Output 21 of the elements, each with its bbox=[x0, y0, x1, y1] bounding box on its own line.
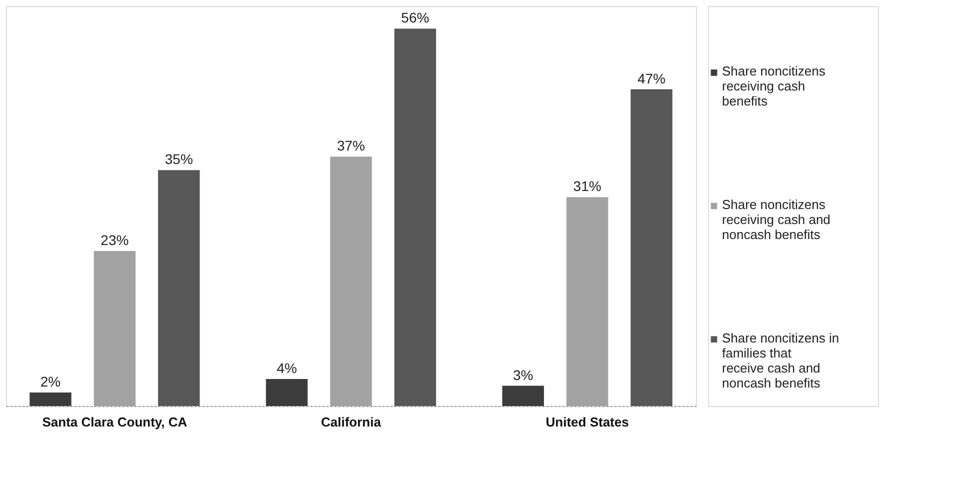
bar bbox=[266, 379, 308, 406]
legend-label: Share noncitizens receiving cash and noncash benefits bbox=[722, 197, 830, 242]
data-label: 3% bbox=[512, 366, 534, 383]
data-label: 56% bbox=[401, 10, 430, 26]
data-label: 2% bbox=[40, 374, 61, 390]
bar bbox=[502, 386, 544, 406]
legend-label: Share noncitizens receiving cash benefits bbox=[722, 64, 826, 109]
legend-label: Share noncitizens in families that receive cash and noncash benefits bbox=[722, 330, 840, 390]
x-tick-label: Santa Clara County, CA bbox=[42, 414, 188, 430]
data-label: 31% bbox=[573, 178, 602, 194]
bar bbox=[394, 28, 436, 406]
x-tick-label: United States bbox=[546, 414, 629, 430]
bar bbox=[30, 392, 72, 406]
bar bbox=[158, 170, 200, 406]
data-label: 37% bbox=[336, 138, 366, 154]
x-tick-label: California bbox=[321, 414, 382, 430]
data-label: 4% bbox=[276, 360, 297, 376]
data-label: 35% bbox=[164, 151, 193, 168]
bar bbox=[630, 89, 672, 406]
data-label: 23% bbox=[100, 232, 129, 248]
data-label: 47% bbox=[637, 70, 666, 86]
